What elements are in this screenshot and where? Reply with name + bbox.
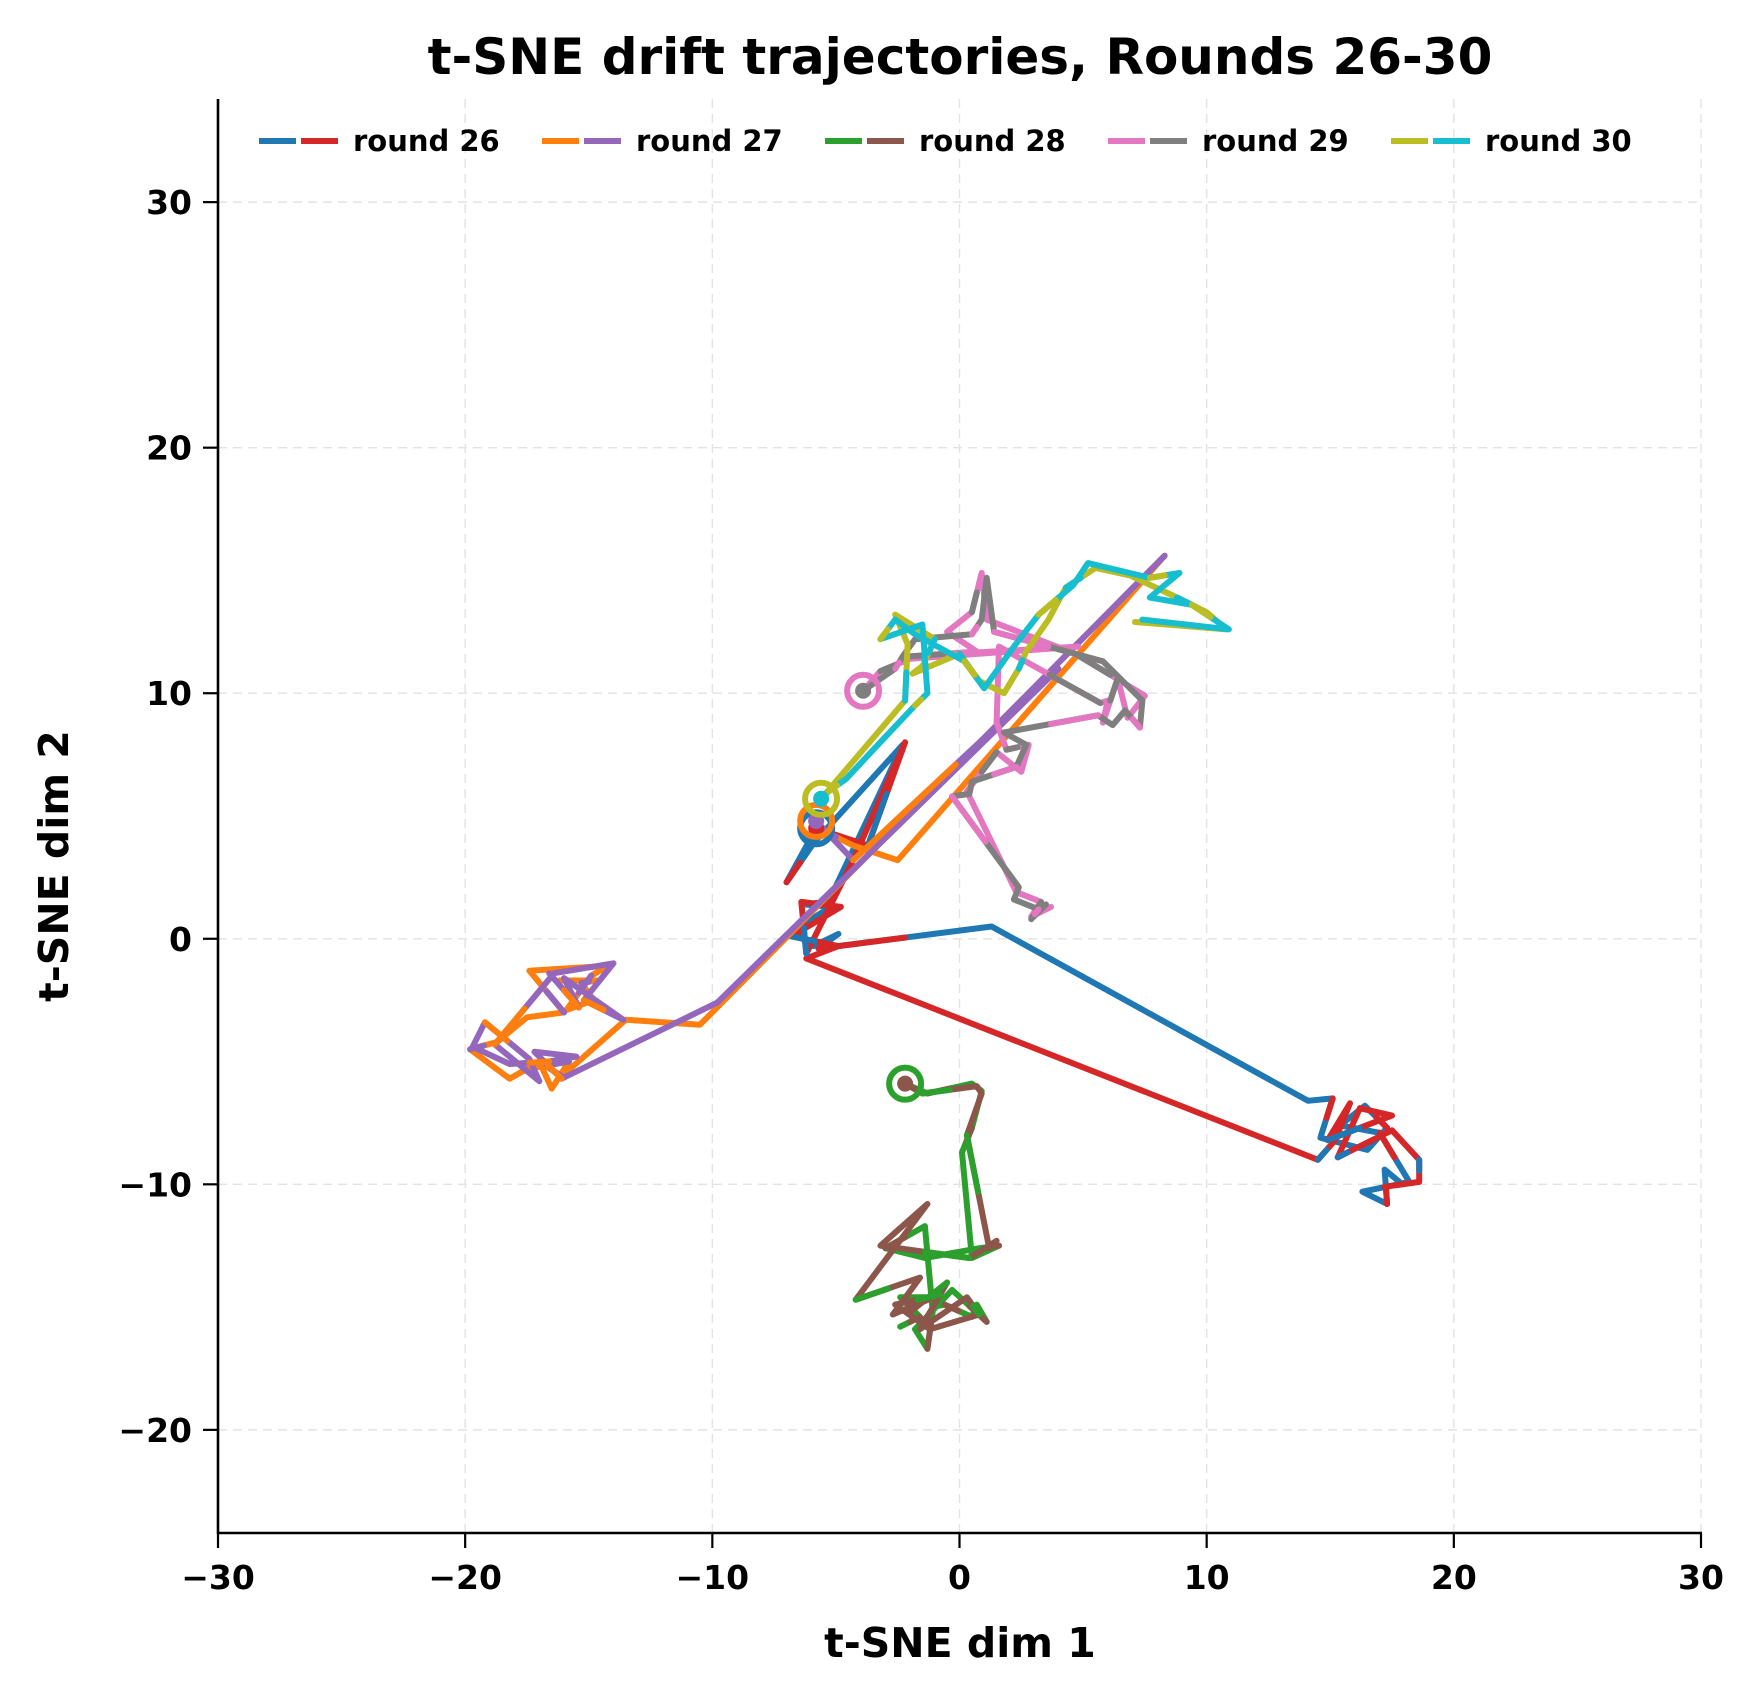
trajectory-segment xyxy=(970,1302,983,1318)
y-tick-label: 10 xyxy=(146,674,192,713)
trajectory-segment xyxy=(1334,1149,1351,1161)
start-ring-marker xyxy=(844,671,883,710)
legend-label: round 30 xyxy=(1485,124,1632,158)
trajectory-segment xyxy=(877,626,891,643)
trajectory-segment xyxy=(1015,657,1026,672)
trajectory-segment xyxy=(561,987,582,1011)
trajectory-segment xyxy=(1046,671,1104,707)
start-ring-marker xyxy=(802,779,841,818)
legend-label: round 26 xyxy=(353,124,500,158)
start-dot xyxy=(813,790,830,807)
y-tick-label: 20 xyxy=(146,429,192,468)
x-axis-ticks: −30 −20 −10 0 10 20 30 xyxy=(181,1533,1724,1597)
trajectory-segment xyxy=(788,933,818,945)
start-dot xyxy=(855,682,872,699)
trajectory-segment xyxy=(921,1248,973,1261)
legend-label: round 27 xyxy=(636,124,783,158)
trajectory-segment xyxy=(902,669,910,704)
legend-item: round 28 xyxy=(825,124,1066,158)
trajectory-segment xyxy=(1188,601,1214,621)
trajectory-segment xyxy=(865,790,890,849)
trajectory-segment xyxy=(963,1132,982,1195)
trajectory-segment xyxy=(543,988,568,1016)
trajectory-segment xyxy=(578,978,592,986)
legend-label: round 29 xyxy=(1202,124,1349,158)
chart-title: t-SNE drift trajectories, Rounds 26-30 xyxy=(428,28,1493,86)
trajectory-segment xyxy=(1107,675,1121,704)
trajectory-segment xyxy=(1314,1146,1330,1163)
trajectory-segment xyxy=(1324,1124,1363,1144)
legend-item: round 30 xyxy=(1391,124,1632,158)
x-tick-label: −30 xyxy=(181,1558,255,1597)
trajectory-segment xyxy=(491,1005,528,1048)
trajectory-segment xyxy=(1129,716,1143,731)
x-tick-label: 10 xyxy=(1184,1558,1230,1597)
trajectory-segment xyxy=(1146,572,1168,581)
trajectory-line xyxy=(818,565,1230,802)
trajectory-segment xyxy=(912,696,925,709)
y-tick-label: −20 xyxy=(118,1411,192,1450)
trajectory-segment xyxy=(1323,1095,1336,1122)
trajectory-segment xyxy=(949,793,989,845)
y-tick-label: 30 xyxy=(146,183,192,222)
trajectory-segment xyxy=(892,659,902,672)
trajectory-segment xyxy=(1003,744,1021,753)
legend-item: round 26 xyxy=(259,124,500,158)
legend-item: round 29 xyxy=(1108,124,1349,158)
trajectory-segment xyxy=(968,623,980,638)
trajectory-segment xyxy=(852,1285,891,1303)
trajectory-segment xyxy=(919,1086,953,1097)
x-axis-label: t-SNE dim 1 xyxy=(824,1619,1096,1667)
y-axis-label: t-SNE dim 2 xyxy=(30,730,78,1002)
trajectory-segment xyxy=(978,749,1000,775)
trajectory-segment xyxy=(526,1058,553,1066)
trajectory-segment xyxy=(1031,906,1042,918)
y-tick-label: 0 xyxy=(169,920,192,959)
trajectory-segment xyxy=(925,1279,951,1301)
trajectory-segment xyxy=(877,661,899,675)
y-axis-ticks: −20 −10 0 10 20 30 xyxy=(118,183,218,1450)
legend-label: round 28 xyxy=(919,124,1066,158)
x-tick-label: 0 xyxy=(948,1558,971,1597)
trajectory-segment xyxy=(1382,1183,1391,1207)
trajectory-segment xyxy=(783,859,804,886)
start-dot xyxy=(897,1075,914,1092)
trajectory-segment xyxy=(1047,712,1101,727)
x-tick-label: −10 xyxy=(676,1558,750,1597)
trajectory-segment xyxy=(580,997,607,1013)
x-tick-label: 20 xyxy=(1431,1558,1477,1597)
trajectories xyxy=(467,552,1423,1352)
legend: round 26 round 27 round 28 round 29 round 30 xyxy=(259,124,1632,158)
legend-item: round 27 xyxy=(542,124,783,158)
x-tick-label: −20 xyxy=(428,1558,502,1597)
trajectory-segment xyxy=(961,658,978,678)
trajectory-segment xyxy=(544,1062,565,1082)
trajectory-segment xyxy=(1035,596,1059,618)
grid-lines xyxy=(217,99,1702,1533)
trajectory-segment xyxy=(850,761,959,864)
trajectory-line xyxy=(469,665,1062,1085)
x-tick-label: 30 xyxy=(1678,1558,1724,1597)
trajectory-segment xyxy=(991,763,1020,778)
start-markers xyxy=(797,671,925,1103)
start-ring-marker xyxy=(886,1064,925,1103)
y-tick-label: −10 xyxy=(118,1165,192,1204)
trajectory-segment xyxy=(968,589,980,616)
